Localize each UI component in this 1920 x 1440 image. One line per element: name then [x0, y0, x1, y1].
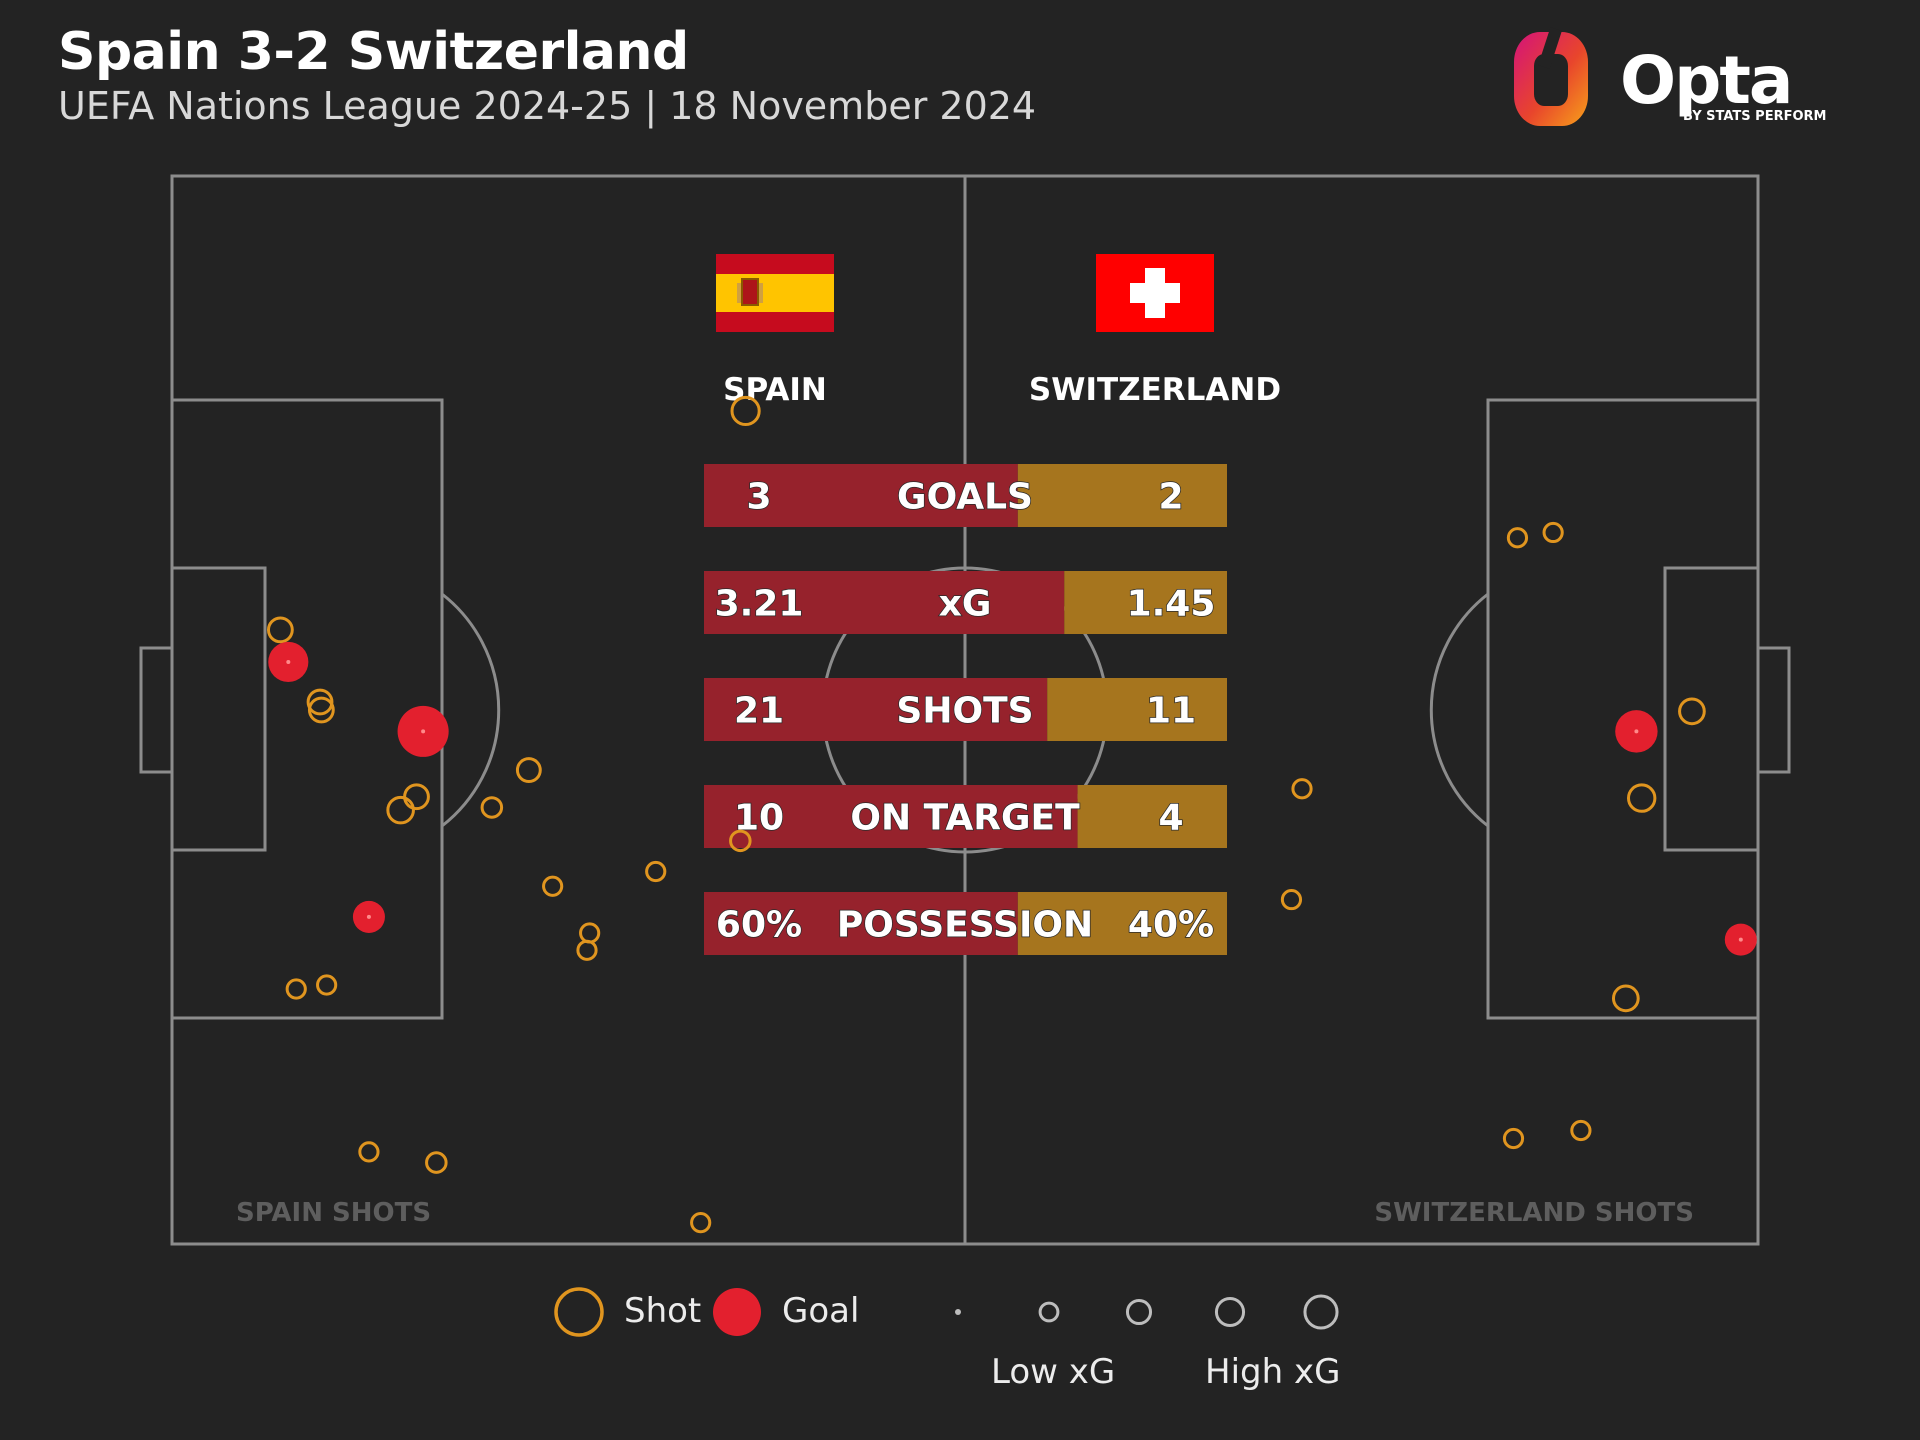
- stat-row-shots: 21 SHOTS 11: [704, 678, 1227, 741]
- home-bar-xg: [704, 571, 1065, 634]
- spain-goal-center-11: [366, 914, 371, 919]
- spain-shot-18: [358, 1141, 380, 1163]
- home-value-possession: 60%: [716, 905, 802, 946]
- home-bar-shots: [704, 678, 1048, 741]
- right-penalty-area: [1486, 398, 1760, 1020]
- away-value-xg: 1.45: [1127, 584, 1216, 625]
- spain-goal-center-3: [286, 659, 291, 664]
- opta-logo-mark-icon: [1514, 27, 1588, 126]
- spain-shot-7: [515, 757, 542, 783]
- spain-shot-2: [266, 616, 294, 644]
- away-bar-goals: [1017, 464, 1227, 527]
- home-value-goals: 3: [746, 477, 771, 518]
- away-value-possession: 40%: [1128, 905, 1214, 946]
- switzerland-shot-5: [1506, 527, 1529, 549]
- away-value-goals: 2: [1158, 477, 1183, 518]
- right-penalty-arc: [1429, 592, 1489, 828]
- legend-goal-label: Goal: [782, 1291, 860, 1331]
- spain-shot-1: [729, 829, 752, 853]
- switzerland-shot-6: [1542, 521, 1564, 544]
- home-bar-goals: [704, 464, 1018, 527]
- page-subtitle: UEFA Nations League 2024-25 | 18 Novembe…: [58, 84, 1037, 128]
- switzerland-shot-9: [1291, 778, 1313, 800]
- away-shots-label: SWITZERLAND SHOTS: [1374, 1198, 1694, 1228]
- left-six-yard-box: [170, 566, 267, 852]
- switzerland-shot-7: [1570, 1119, 1592, 1142]
- spain-shot-0: [425, 1151, 448, 1174]
- stat-label-xg: xG: [939, 584, 992, 625]
- stat-row-possession: 60% POSSESSION 40%: [704, 892, 1227, 955]
- stat-row-xg: 3.21 xG 1.45: [704, 571, 1227, 634]
- legend-shot-label: Shot: [624, 1291, 702, 1331]
- away-bar-possession: [1017, 892, 1227, 955]
- spain-shot-15: [576, 939, 598, 961]
- right-goal: [1756, 646, 1791, 774]
- left-penalty-arc: [441, 592, 501, 828]
- spain-flag: [716, 254, 834, 332]
- opta-tagline: BY STATS PERFORM: [1683, 109, 1827, 124]
- page-title: Spain 3-2 Switzerland: [58, 22, 689, 82]
- home-bar-possession: [704, 892, 1018, 955]
- away-value-on-target: 4: [1158, 798, 1183, 839]
- spain-shot-20: [690, 1212, 712, 1234]
- away-value-shots: 11: [1146, 691, 1196, 732]
- left-goal: [139, 646, 174, 774]
- home-bar-on-target: [704, 785, 1078, 848]
- stat-label-possession: POSSESSION: [837, 905, 1093, 946]
- stat-label-on-target: ON TARGET: [850, 798, 1080, 839]
- switzerland-shot-8: [1502, 1127, 1525, 1150]
- stat-label-shots: SHOTS: [896, 691, 1033, 732]
- switzerland-goal-center-1: [1634, 729, 1639, 734]
- spain-shot-10: [480, 796, 504, 819]
- home-value-shots: 21: [734, 691, 784, 732]
- switzerland-shot-4: [1611, 984, 1640, 1013]
- shot-markers: [266, 395, 1757, 1234]
- switzerland-shot-2: [1678, 697, 1706, 726]
- spain-shot-13: [645, 860, 667, 883]
- spain-shot-17: [316, 974, 338, 996]
- opta-logo: Opta BY STATS PERFORM: [1508, 24, 1828, 134]
- spain-shot-12: [542, 875, 564, 897]
- home-value-xg: 3.21: [715, 584, 804, 625]
- spain-shot-16: [285, 978, 307, 1000]
- away-bar-shots: [1047, 678, 1227, 741]
- stat-row-goals: 3 GOALS 2: [704, 464, 1227, 527]
- home-team-name: SPAIN: [723, 372, 827, 408]
- away-team-name: SWITZERLAND: [1029, 372, 1281, 408]
- switzerland-shot-3: [1626, 783, 1657, 813]
- away-bar-on-target: [1077, 785, 1227, 848]
- away-bar-xg: [1064, 571, 1227, 634]
- opta-wordmark: Opta: [1620, 42, 1793, 119]
- legend-low-xg-label: Low xG: [991, 1352, 1116, 1392]
- spain-goal-center-6: [421, 729, 426, 734]
- spain-shot-8: [403, 783, 430, 811]
- left-penalty-area: [170, 398, 444, 1020]
- home-shots-label: SPAIN SHOTS: [236, 1198, 431, 1228]
- spain-shot-9: [386, 795, 415, 825]
- stat-row-on-target: 10 ON TARGET 4: [704, 785, 1227, 848]
- switzerland-shot-10: [1280, 888, 1303, 911]
- switzerland-flag: [1096, 254, 1214, 332]
- spain-shot-19: [730, 395, 761, 427]
- spain-shot-5: [307, 696, 335, 724]
- switzerland-goal-center-0: [1738, 937, 1743, 942]
- legend-high-xg-label: High xG: [1205, 1352, 1341, 1392]
- stat-label-goals: GOALS: [897, 477, 1033, 518]
- spain-shot-14: [579, 922, 601, 944]
